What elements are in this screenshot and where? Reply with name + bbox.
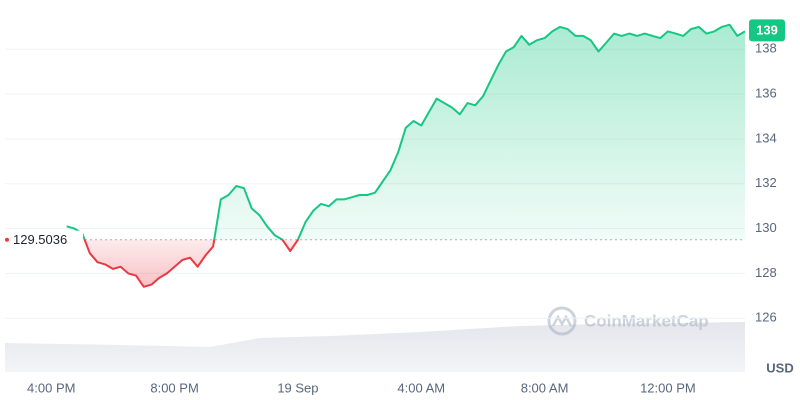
y-tick-label: 126 <box>755 310 777 325</box>
x-tick-label: 12:00 PM <box>640 380 696 395</box>
area-fill <box>66 24 745 287</box>
y-tick-label: 136 <box>755 86 777 101</box>
current-price: 139 <box>756 22 778 37</box>
baseline-label: 129.5036 <box>13 232 67 247</box>
y-tick-label: 138 <box>755 41 777 56</box>
y-tick-label: 132 <box>755 175 777 190</box>
x-tick-label: 4:00 AM <box>397 380 445 395</box>
baseline-label-bg <box>9 230 83 249</box>
baseline-dot <box>5 237 9 242</box>
y-tick-label: 128 <box>755 265 777 280</box>
current-price-bg <box>749 19 785 42</box>
watermark-text: CoinMarketCap <box>584 311 709 330</box>
y-axis-label: USD <box>766 360 793 375</box>
x-tick-label: 19 Sep <box>277 380 318 395</box>
watermark: CoinMarketCap <box>547 306 709 336</box>
x-tick-label: 8:00 PM <box>150 380 198 395</box>
x-tick-label: 4:00 PM <box>27 380 75 395</box>
y-tick-label: 130 <box>755 220 777 235</box>
price-line <box>66 23 746 288</box>
x-tick-label: 8:00 AM <box>521 380 569 395</box>
y-tick-label: 134 <box>755 130 777 145</box>
